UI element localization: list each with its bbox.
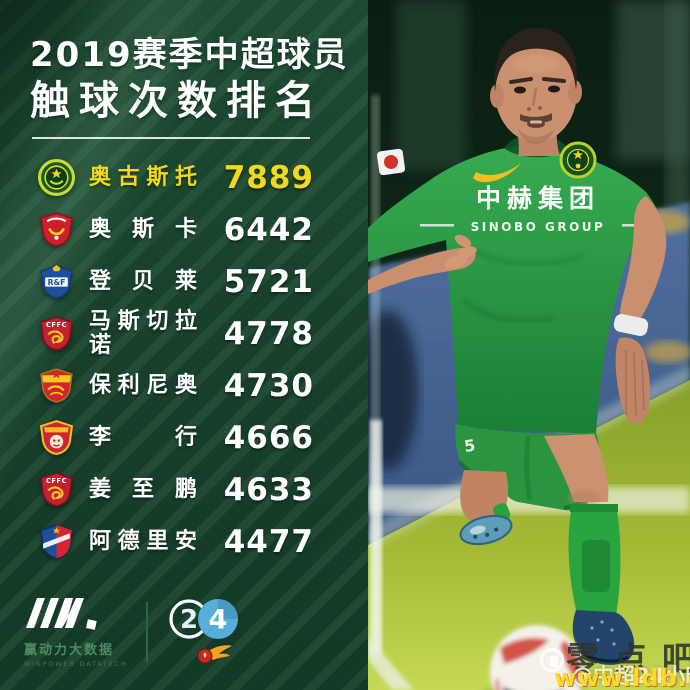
player-left-hand — [615, 337, 651, 425]
watermark-logo-icon — [540, 648, 564, 672]
jersey — [368, 146, 664, 434]
footer-divider — [145, 602, 148, 662]
player-name: 马斯切拉诺 — [89, 309, 197, 358]
page-title: 2019赛季中超球员 触球次数排名 — [0, 0, 368, 125]
player-name: 奥古斯托 — [89, 164, 197, 190]
table-row: R&F 登贝莱 5721 — [0, 256, 368, 308]
title-line-1: 2019赛季中超球员 — [30, 35, 349, 75]
ranking-list: 奥古斯托 7889 奥斯卡 6442 R&F — [0, 152, 368, 568]
team-badge-beijing-guoan-icon — [38, 159, 75, 196]
player-value: 4633 — [223, 471, 314, 508]
team-badge-shanghai-sipg-icon — [40, 212, 73, 247]
table-row: 奥古斯托 7889 — [0, 152, 368, 204]
player-name: 姜至鹏 — [89, 476, 197, 502]
player-value: 4477 — [223, 523, 314, 560]
watermark-site-name: 零点吧 — [566, 639, 690, 678]
jersey-sponsor-text: 中赫集团 — [476, 184, 600, 213]
player-value: 5721 — [223, 263, 314, 300]
table-row: 阿德里安 4477 — [0, 516, 368, 568]
player-left-arm — [619, 196, 667, 329]
player-value: 4778 — [223, 315, 314, 352]
watermark-url: www.ldb.cc — [554, 664, 690, 690]
back-boot-sole — [459, 514, 513, 546]
shorts-number: 5 — [463, 436, 477, 456]
table-row: 保利尼奥 4730 — [0, 360, 368, 412]
title-underline — [32, 136, 310, 139]
svg-text:CFFC: CFFC — [46, 321, 67, 329]
table-row: CFFC 马斯切拉诺 4778 — [0, 308, 368, 360]
svg-text:CFFC: CFFC — [46, 477, 67, 485]
table-row: CFFC 姜至鹏 4633 — [0, 464, 368, 516]
club-crest-icon — [559, 141, 597, 179]
brand-name-en: WINPOWER DATATECH — [24, 660, 128, 668]
team-badge-hebei-cffc-icon: CFFC — [40, 316, 73, 351]
player-photo-scene: 中赫集团 SINOBO GROUP 5 — [368, 0, 690, 690]
brand-name-cn: 赢动力大数据 — [24, 643, 115, 658]
player-front-thigh — [544, 434, 609, 502]
player-value: 6442 — [223, 211, 314, 248]
nike-swoosh-icon — [473, 163, 521, 183]
title-line-2: 触球次数排名 — [30, 77, 324, 124]
player-value: 4730 — [223, 367, 314, 404]
svg-text:2: 2 — [180, 605, 198, 635]
team-badge-wuhan-zall-icon — [39, 419, 74, 455]
table-row: 奥斯卡 6442 — [0, 204, 368, 256]
player-name: 登贝莱 — [89, 268, 197, 294]
footer: 赢动力大数据 WINPOWER DATATECH 2 4 — [24, 596, 250, 668]
player-name: 保利尼奥 — [89, 372, 197, 398]
player-boot — [572, 610, 635, 665]
jersey-sponsor-en-text: SINOBO GROUP — [471, 220, 606, 234]
ranking-panel: 2019赛季中超球员 触球次数排名 奥古斯托 7889 — [0, 0, 368, 690]
csl-24-badge-icon: 2 4 — [169, 599, 238, 664]
team-badge-chongqing-dangdai-icon — [40, 524, 73, 559]
team-badge-hebei-cffc-icon: CFFC — [40, 472, 73, 507]
svg-text:4: 4 — [208, 605, 227, 636]
table-row: 李行 4666 — [0, 412, 368, 464]
player-value: 4666 — [223, 419, 314, 456]
league-sleeve-patch-icon — [376, 148, 406, 176]
player-name: 阿德里安 — [89, 528, 197, 554]
player-name: 奥斯卡 — [89, 216, 197, 242]
player-value: 7889 — [223, 159, 314, 196]
flame-ball-icon — [197, 645, 232, 664]
team-badge-guangzhou-evergrande-icon — [40, 368, 73, 403]
player-photo: 中赫集团 SINOBO GROUP 5 — [368, 0, 690, 690]
brand-block: 赢动力大数据 WINPOWER DATATECH — [24, 596, 128, 668]
player-name: 李行 — [89, 424, 197, 450]
soccer-ball-icon — [490, 625, 584, 690]
team-badge-guangzhou-rf-icon: R&F — [40, 265, 73, 299]
svg-text:R&F: R&F — [48, 278, 66, 287]
wrist-tape — [613, 313, 649, 337]
player-head — [490, 28, 582, 156]
winpower-logo-icon — [26, 598, 97, 630]
watermark-handle: @中超24小时 — [572, 664, 690, 688]
